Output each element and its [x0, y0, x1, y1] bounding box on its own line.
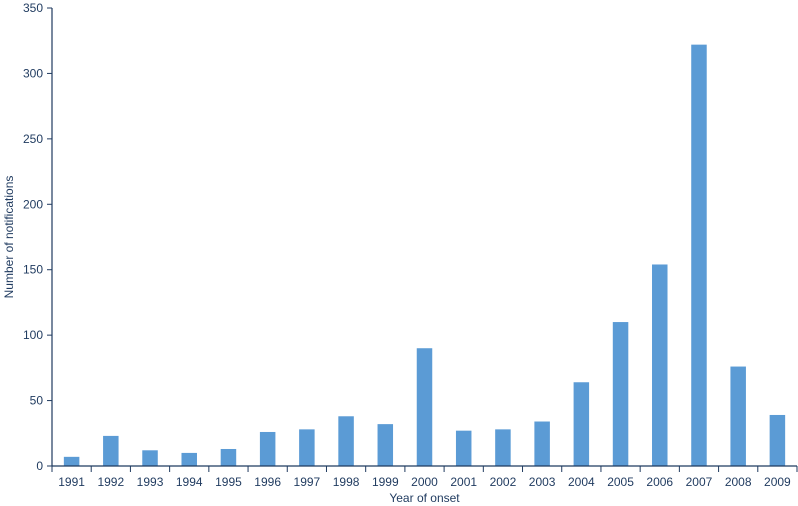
x-tick-label: 1991: [58, 475, 85, 489]
x-tick-label: 2001: [450, 475, 477, 489]
bar-2009: [769, 414, 786, 466]
x-axis-ticks: 1991 1992 1993 1994 1995 1996 1997 1998 1999 2000…: [51, 466, 798, 489]
x-tick-label: 1992: [97, 475, 124, 489]
y-axis-ticks: 0 50 100 150 200 250 300 350: [23, 1, 52, 473]
y-tick-label: 300: [23, 66, 43, 80]
y-tick-label: 150: [23, 263, 43, 277]
x-tick-label: 2005: [607, 475, 634, 489]
y-axis-label: Number of notifications: [2, 176, 16, 299]
bar-1993: [142, 450, 158, 466]
x-tick-label: 1993: [137, 475, 164, 489]
x-tick-label: 2003: [529, 475, 556, 489]
bar-1998: [338, 416, 354, 466]
y-tick-label: 200: [23, 197, 43, 211]
x-tick-label: 2006: [646, 475, 673, 489]
x-tick-label: 2007: [686, 475, 713, 489]
bar-1994: [181, 452, 197, 466]
bar-2007: [691, 44, 707, 466]
bar-2003: [534, 421, 550, 466]
x-tick-label: 1999: [372, 475, 399, 489]
bar-2006: [652, 264, 668, 466]
x-tick-label: 1995: [215, 475, 242, 489]
x-tick-label: 2008: [725, 475, 752, 489]
x-tick-label: 2004: [568, 475, 595, 489]
bar-2001: [455, 430, 472, 466]
bar-1997: [299, 429, 315, 466]
bar-1996: [259, 431, 276, 466]
y-tick-label: 250: [23, 132, 43, 146]
bar-1992: [103, 435, 119, 466]
bar-1995: [220, 448, 237, 466]
x-tick-label: 2000: [411, 475, 438, 489]
bar-1999: [377, 424, 394, 466]
bar-2002: [495, 429, 511, 466]
x-tick-label: 1994: [176, 475, 203, 489]
bar-2004: [573, 382, 590, 466]
x-tick-label: 1997: [294, 475, 321, 489]
x-tick-label: 1998: [333, 475, 360, 489]
bar-1991: [63, 456, 80, 466]
y-tick-label: 100: [23, 328, 43, 342]
y-tick-label: 350: [23, 1, 43, 15]
x-axis-label: Year of onset: [389, 491, 460, 505]
bar-2005: [612, 322, 629, 466]
y-tick-label: 50: [30, 394, 44, 408]
x-tick-label: 2002: [490, 475, 517, 489]
bar-2000: [416, 348, 433, 466]
bars: [63, 44, 786, 466]
x-tick-label: 1996: [254, 475, 281, 489]
bar-2008: [730, 366, 746, 466]
x-tick-label: 2009: [764, 475, 791, 489]
y-tick-label: 0: [36, 459, 43, 473]
